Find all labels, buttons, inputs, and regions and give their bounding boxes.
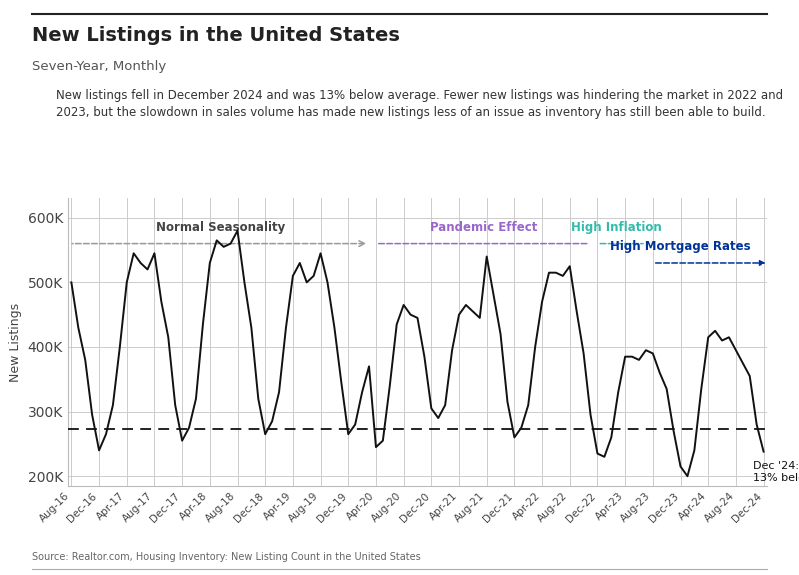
Y-axis label: New Listings: New Listings [9,302,22,382]
Text: High Mortgage Rates: High Mortgage Rates [610,240,751,254]
Text: Seven-Year, Monthly: Seven-Year, Monthly [32,60,166,74]
Text: Normal Seasonality: Normal Seasonality [156,221,284,234]
Text: Pandemic Effect: Pandemic Effect [430,221,537,234]
Text: High Inflation: High Inflation [571,221,662,234]
Text: 2023, but the slowdown in sales volume has made new listings less of an issue as: 2023, but the slowdown in sales volume h… [56,106,765,120]
Text: Source: Realtor.com, Housing Inventory: New Listing Count in the United States: Source: Realtor.com, Housing Inventory: … [32,553,421,562]
Text: New Listings in the United States: New Listings in the United States [32,26,400,45]
Text: Dec '24: 238K
13% below avg: Dec '24: 238K 13% below avg [753,461,799,483]
Text: New listings fell in December 2024 and was 13% below average. Fewer new listings: New listings fell in December 2024 and w… [56,89,783,102]
